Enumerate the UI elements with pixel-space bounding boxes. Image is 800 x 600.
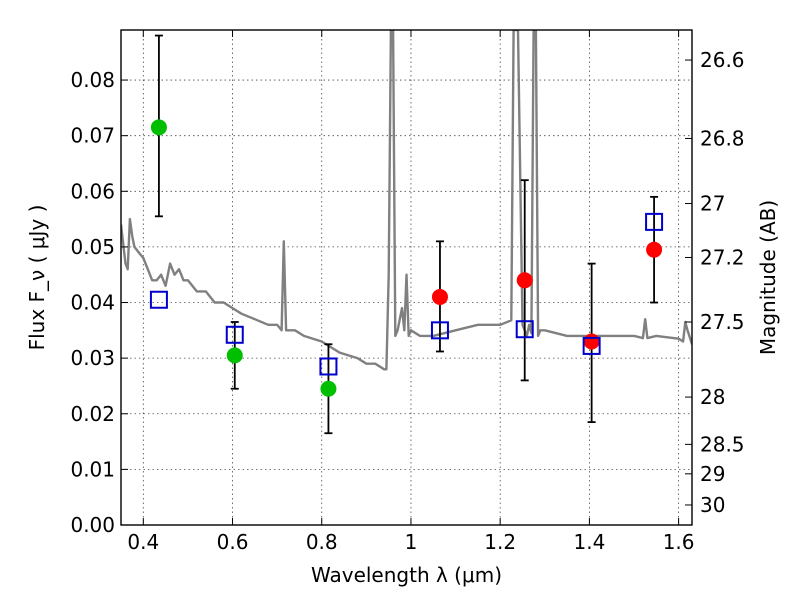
data-point <box>646 241 663 258</box>
right-tick-label: 30 <box>700 493 725 517</box>
y-tick-label: 0.03 <box>70 346 115 370</box>
x-tick-label: 1 <box>405 530 418 554</box>
data-point <box>431 288 448 305</box>
right-tick-label: 27 <box>700 192 725 216</box>
y-tick-label: 0.01 <box>70 457 115 481</box>
error-bars <box>154 34 659 435</box>
y-tick-label: 0.08 <box>70 68 115 92</box>
x-axis-label: Wavelength λ (μm) <box>311 563 502 587</box>
data-point <box>516 272 533 289</box>
data-markers <box>149 119 664 397</box>
y-tick-label: 0.00 <box>70 513 115 537</box>
model-point <box>319 357 338 376</box>
spectrum-line <box>121 30 692 371</box>
model-point <box>515 320 534 339</box>
y-tick-label: 0.04 <box>70 291 115 315</box>
model-point <box>149 290 168 309</box>
right-tick-label: 27.2 <box>700 245 745 269</box>
right-tick-label: 28.5 <box>700 432 745 456</box>
right-tick-label: 28 <box>700 385 725 409</box>
y-tick-label: 0.02 <box>70 402 115 426</box>
right-axis-label: Magnitude (AB) <box>756 200 780 355</box>
model-point <box>645 212 664 231</box>
axis-ticks: 0.4 0.6 0.8 1 1.2 1.4 1.6 0.00 0.01 0.02 0.03 0.04 0… <box>70 30 745 554</box>
data-point <box>150 119 167 136</box>
right-tick-label: 29 <box>700 462 725 486</box>
y-tick-label: 0.07 <box>70 124 115 148</box>
x-tick-label: 0.8 <box>306 530 338 554</box>
plot-frame <box>120 29 693 526</box>
model-point <box>582 336 601 355</box>
x-tick-label: 0.4 <box>127 530 159 554</box>
model-point <box>430 321 449 340</box>
right-tick-label: 26.6 <box>700 48 745 72</box>
y-tick-label: 0.05 <box>70 235 115 259</box>
x-tick-label: 0.6 <box>217 530 249 554</box>
data-point <box>226 347 243 364</box>
y-tick-label: 0.06 <box>70 179 115 203</box>
right-tick-label: 27.5 <box>700 310 745 334</box>
x-tick-label: 1.6 <box>663 530 695 554</box>
right-tick-label: 26.8 <box>700 126 745 150</box>
data-point <box>320 380 337 397</box>
data-point <box>583 333 600 350</box>
x-tick-label: 1.4 <box>573 530 605 554</box>
y-axis-label: Flux F_ν ( μJy ) <box>25 205 49 351</box>
spectrum-series <box>121 30 692 371</box>
x-tick-label: 1.2 <box>484 530 516 554</box>
model-point <box>225 325 244 344</box>
